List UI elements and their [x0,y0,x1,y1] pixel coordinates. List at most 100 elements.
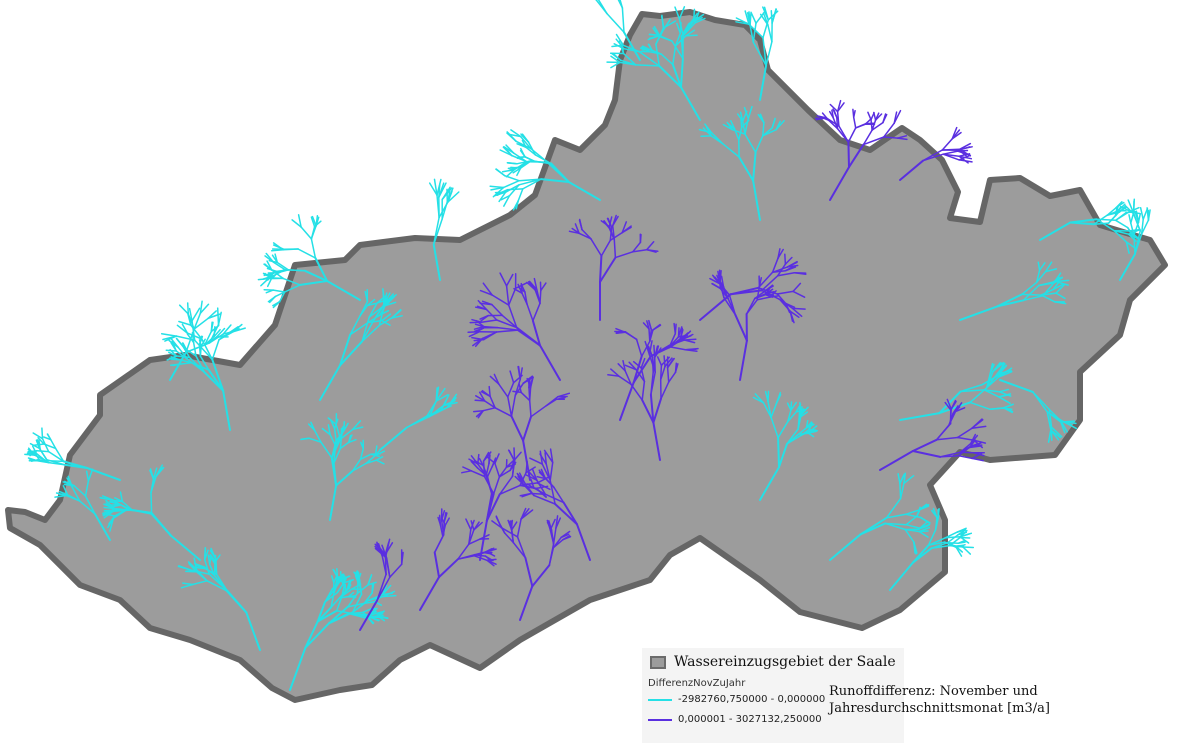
river-segment [203,330,213,346]
river-segment [899,482,905,500]
river-segment [162,335,178,341]
river-segment [970,444,983,447]
river-segment [320,441,333,459]
river-segment [653,345,660,359]
river-segment [1133,234,1136,255]
river-segment [339,333,352,367]
river-segment [331,439,337,459]
river-segment [748,23,764,39]
river-segment [193,312,202,330]
river-segment [519,135,532,150]
river-segment [755,10,766,24]
river-segment [475,326,486,333]
river-segment [155,467,164,478]
river-segment [896,135,908,139]
river-segment [483,400,496,409]
river-segment [624,370,632,386]
river-segment [504,184,520,193]
river-segment [555,517,562,529]
river-segment [510,394,517,418]
river-segment [541,463,551,482]
river-segment [503,174,520,182]
river-segment [739,339,748,381]
river-segment [442,521,445,536]
river-segment [934,516,938,531]
river-segment [472,409,484,413]
river-segment [1003,403,1014,409]
river-segment [300,226,313,240]
river-segment [203,371,225,392]
river-segment [496,319,518,329]
river-segment [520,147,526,158]
river-segment [1060,421,1066,434]
river-segment [446,187,454,203]
river-segment [447,191,460,203]
river-segment [648,353,656,373]
river-segment [750,11,757,24]
river-segment [954,402,963,413]
river-segment [365,454,377,465]
river-segment [655,43,660,67]
river-segment [1032,391,1048,413]
river-segment [622,359,626,372]
river-segment [645,241,655,251]
river-segment [182,582,194,586]
legend-class-positive-label: 0,000001 - 3027132,250000 [678,714,822,725]
river-segment [531,468,538,481]
river-segment [552,527,557,545]
river-segment [680,86,701,121]
river-segment [510,166,522,169]
river-segment [790,401,798,411]
river-segment [777,421,789,439]
river-segment [511,521,518,531]
river-segment [329,418,336,430]
river-segment [969,433,977,445]
river-segment [513,287,523,294]
river-segment [1054,279,1070,283]
river-segment [491,458,497,468]
river-segment [958,155,969,164]
river-segment [723,296,737,316]
river-segment [998,388,1010,393]
river-segment [756,296,771,301]
river-segment [770,416,779,439]
river-segment [382,594,397,598]
river-segment [272,300,281,309]
river-segment [73,484,87,497]
river-segment [361,318,375,343]
river-segment [903,472,907,485]
river-segment [71,486,81,502]
river-segment [507,396,513,418]
river-segment [798,406,801,418]
river-segment [956,436,975,441]
river-segment [264,263,273,271]
river-segment [215,573,228,591]
river-segment [543,449,554,464]
river-segment [1022,295,1044,302]
river-segment [530,492,547,495]
river-segment [307,423,316,432]
river-segment [351,593,363,614]
river-segment [152,467,158,480]
river-segment [777,248,784,259]
river-segment [381,313,392,322]
river-segment [321,427,331,436]
river-segment [480,319,498,323]
river-segment [609,231,623,242]
river-segment [94,513,111,541]
river-segment [590,238,603,257]
river-segment [203,559,210,575]
river-segment [1119,205,1135,214]
river-segment [946,534,959,544]
river-segment [648,340,653,356]
river-segment [525,474,538,481]
river-segment [545,477,555,489]
river-segment [671,63,682,89]
river-segment [58,490,69,496]
river-segment [333,574,338,584]
river-segment [498,484,521,496]
river-segment [508,184,520,197]
river-segment [663,18,671,30]
river-segment [419,576,440,611]
river-segment [339,577,345,587]
